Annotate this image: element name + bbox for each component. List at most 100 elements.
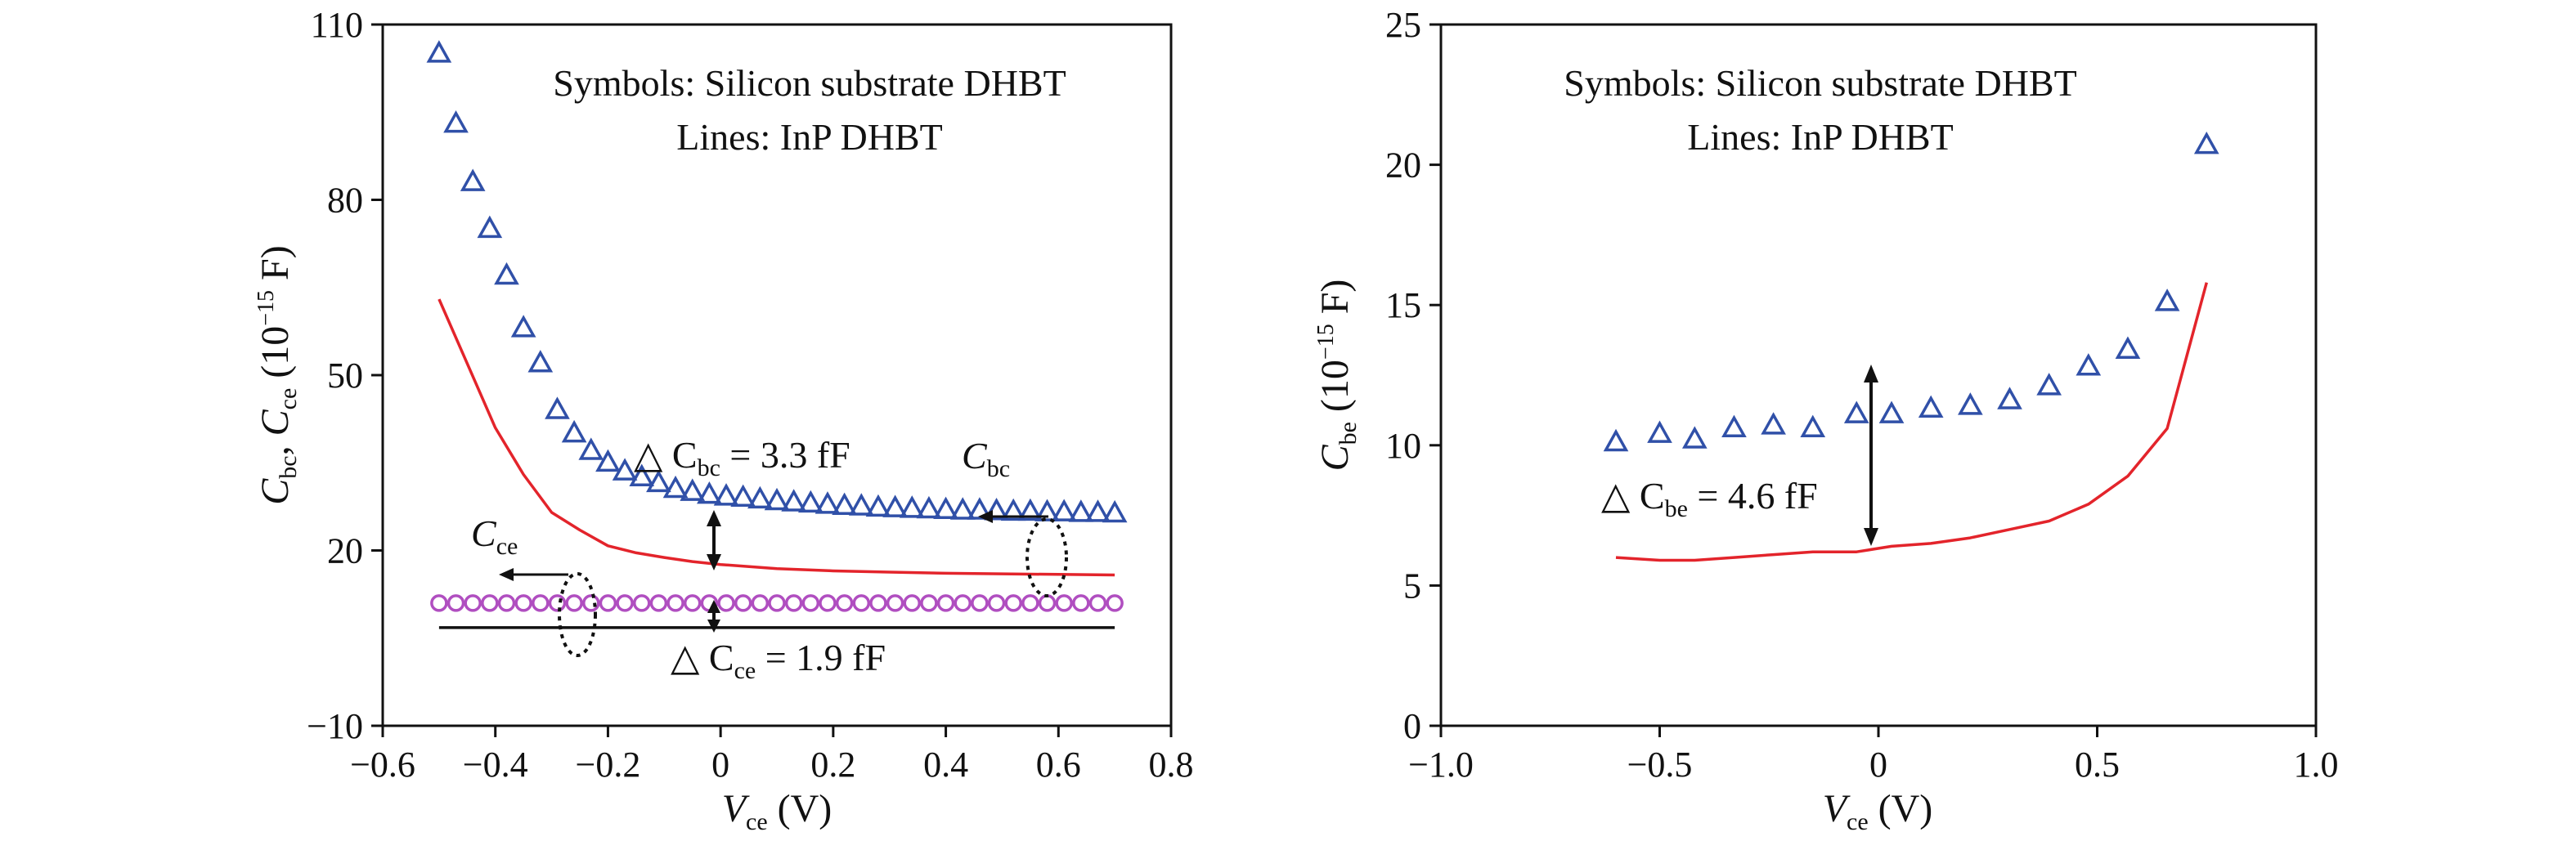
left-circle-point <box>548 594 567 612</box>
right-triangle-point <box>2076 353 2102 376</box>
left-triangle-point <box>815 491 841 514</box>
delta-cbc-sub: bc <box>698 454 720 481</box>
left-triangle-point <box>1000 498 1026 521</box>
right-legend-line-2: Lines: InP DHBT <box>1687 116 1953 158</box>
left-y-tick-label: 110 <box>311 5 363 45</box>
cbc-pointer-arrowhead <box>978 510 993 523</box>
left-triangle-point <box>460 168 486 191</box>
left-triangle-point <box>680 478 706 501</box>
right-triangle-point <box>1878 400 1905 423</box>
left-triangle-point <box>865 494 891 517</box>
delta-cbe-value: = 4.6 fF <box>1688 475 1818 517</box>
left-circle-point <box>717 594 735 612</box>
left-triangle-point <box>781 489 806 512</box>
right-triangle-point <box>1997 387 2022 409</box>
right-triangle-point <box>2154 289 2180 311</box>
left-triangle-point <box>764 487 790 511</box>
right-triangle-point <box>1647 420 1672 443</box>
right-x-axis-label: Vce (V) <box>1823 787 1933 835</box>
cce-label-main: C <box>471 512 497 554</box>
left-x-tick-label: 0.2 <box>810 745 855 785</box>
left-circle-point <box>582 594 600 612</box>
left-triangle-point <box>561 419 587 443</box>
right-y-tick-label: 15 <box>1385 285 1421 325</box>
left-circle-point <box>835 594 854 612</box>
left-circle-point <box>481 594 499 612</box>
left-ticks: −0.6 −0.4 −0.2 0 0.2 0.4 0.6 0.8 −10 20 50 80 110 <box>307 5 1193 785</box>
left-circle-point <box>801 594 820 612</box>
delta-cbc-main: △ C <box>634 434 698 476</box>
left-circle-point <box>1055 594 1073 612</box>
left-circle-point <box>1088 594 1107 612</box>
delta-cbc-value: = 3.3 fF <box>720 434 850 476</box>
left-x-tick-label: −0.4 <box>463 745 528 785</box>
left-circle-point <box>819 594 837 612</box>
left-triangle-point <box>730 484 756 507</box>
right-x-tick-label: −0.5 <box>1627 745 1693 785</box>
left-circle-point <box>954 594 972 612</box>
delta-cbe-sub: be <box>1665 495 1688 522</box>
chart-right: −1.0 −0.5 0 0.5 1.0 0 5 10 15 20 25 Symbols: Silic… <box>1313 5 2339 835</box>
left-triangle-point <box>578 437 604 460</box>
left-legend-line-2: Lines: InP DHBT <box>676 116 942 158</box>
left-circle-point <box>616 594 634 612</box>
left-circle-point <box>936 594 955 612</box>
left-triangle-point <box>629 463 655 486</box>
right-y-tick-label: 0 <box>1403 706 1421 746</box>
cbc-label: Cbc <box>962 435 1010 482</box>
left-triangle-point <box>494 262 519 285</box>
left-circle-point <box>666 594 684 612</box>
left-triangle-point <box>527 350 554 373</box>
left-triangle-point <box>697 481 722 504</box>
delta-cce-sub: ce <box>734 657 756 684</box>
left-triangle-point <box>612 458 638 481</box>
left-y-tick-label: 50 <box>327 356 363 396</box>
left-x-tick-label: 0.6 <box>1036 745 1081 785</box>
right-marks <box>1603 131 2219 562</box>
left-circle-point <box>784 594 803 612</box>
left-triangle-point <box>747 485 773 509</box>
right-triangle-point <box>2115 336 2141 359</box>
left-x-tick-label: −0.2 <box>576 745 641 785</box>
left-x-tick-label: 0.8 <box>1149 745 1194 785</box>
left-circle-point <box>683 594 702 612</box>
left-triangle-point <box>848 493 874 516</box>
delta-cbe-main: △ C <box>1601 475 1665 517</box>
left-circle-point <box>514 594 532 612</box>
left-triangle-point <box>949 497 976 520</box>
right-y-axis-label: Cbe (10−15 F) <box>1313 280 1362 472</box>
right-triangle-point <box>1721 414 1747 438</box>
left-triangle-point <box>713 483 739 506</box>
cce-pointer-arrowhead <box>499 568 514 581</box>
cbc-label-sub: bc <box>987 455 1010 482</box>
delta-cce-double-arrow <box>707 600 720 633</box>
delta-cbe-annotation: △ Cbe = 4.6 fF <box>1601 475 1818 522</box>
right-x-tick-label: −1.0 <box>1408 745 1474 785</box>
left-triangle-point <box>797 490 824 513</box>
right-legend-line-1: Symbols: Silicon substrate DHBT <box>1564 62 2076 104</box>
left-x-tick-label: −0.6 <box>350 745 415 785</box>
left-triangle-point <box>545 396 570 419</box>
left-circle-point <box>869 594 887 612</box>
right-y-tick-label: 10 <box>1385 426 1421 466</box>
left-circle-point <box>532 594 550 612</box>
left-x-tick-label: 0.4 <box>923 745 968 785</box>
left-x-axis-label: Vce (V) <box>722 787 832 835</box>
left-triangle-point <box>967 497 993 520</box>
left-circle-point <box>1072 594 1090 612</box>
left-triangle-point <box>933 496 958 520</box>
right-triangle-point <box>1918 395 1944 418</box>
left-triangle-point <box>1034 499 1060 521</box>
left-triangle-point <box>443 110 469 133</box>
left-circle-point <box>565 594 583 612</box>
left-circle-point <box>734 594 752 612</box>
left-circle-point <box>497 594 516 612</box>
right-triangle-point <box>1681 426 1708 449</box>
left-circle-point <box>768 594 786 612</box>
left-circle-point <box>1038 594 1057 612</box>
left-circle-point <box>751 594 770 612</box>
right-triangle-point <box>2036 373 2062 396</box>
left-x-tick-label: 0 <box>711 745 729 785</box>
left-circle-point <box>1106 594 1124 612</box>
left-triangle-point <box>899 495 925 518</box>
